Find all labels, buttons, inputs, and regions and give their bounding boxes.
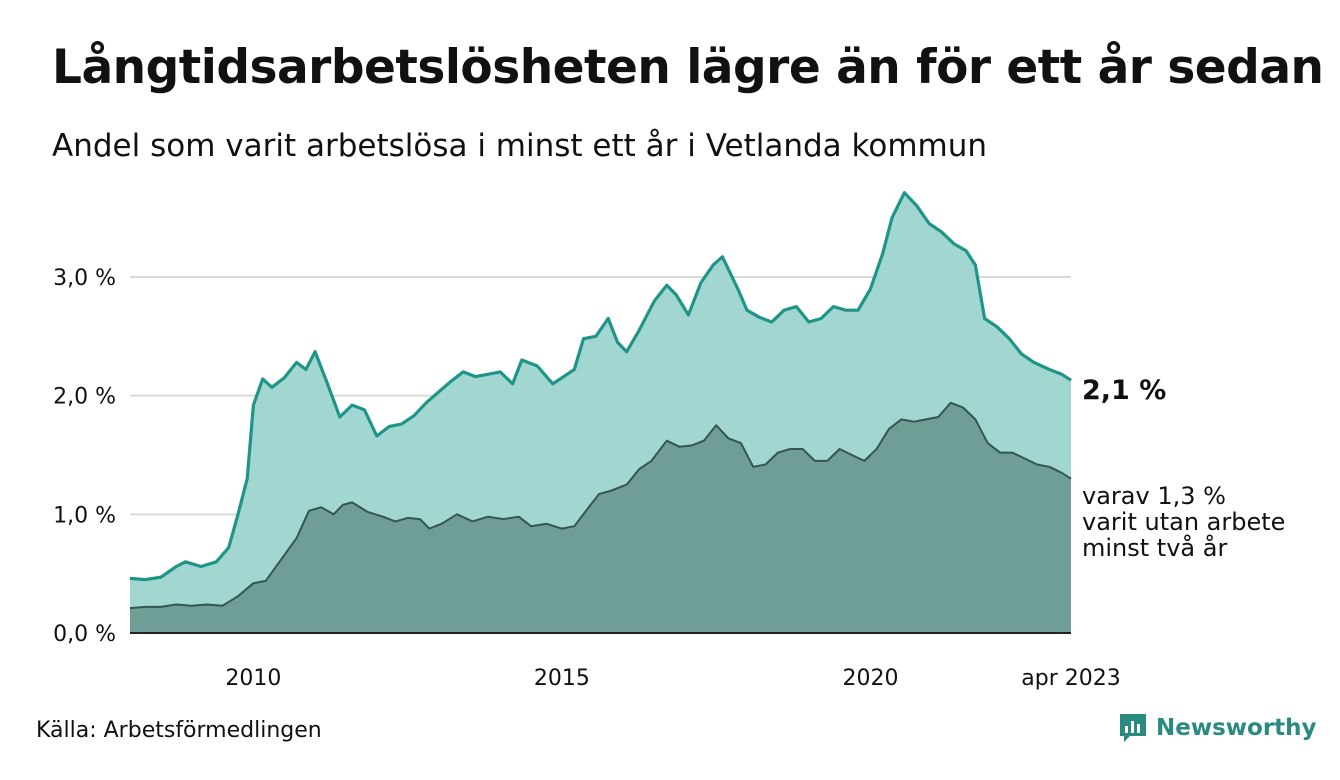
bar-chart-icon — [1120, 714, 1146, 742]
latest-sub-line3: minst två år — [1082, 534, 1228, 562]
y-tick-label: 2,0 % — [53, 385, 116, 410]
chart-subtitle: Andel som varit arbetslösa i minst ett å… — [52, 128, 988, 164]
brand-logo[interactable]: Newsworthy — [1118, 712, 1317, 744]
source-note: Källa: Arbetsförmedlingen — [36, 718, 322, 743]
x-tick-label: apr 2023 — [1021, 666, 1120, 691]
chart-title: Långtidsarbetslösheten lägre än för ett … — [52, 40, 1324, 95]
latest-sub-label: varav 1,3 % varit utan arbete minst två … — [1082, 483, 1285, 561]
x-tick-label: 2015 — [534, 666, 590, 691]
long-term-series-area — [130, 402, 1071, 633]
x-tick-label: 2020 — [842, 666, 898, 691]
latest-sub-line1: varav 1,3 % — [1082, 482, 1226, 510]
y-tick-label: 3,0 % — [53, 266, 116, 291]
latest-sub-line2: varit utan arbete — [1082, 508, 1286, 536]
long-term-series-line — [129, 401, 1072, 610]
brand-name: Newsworthy — [1156, 715, 1317, 741]
y-tick-label: 0,0 % — [53, 622, 116, 647]
y-tick-label: 1,0 % — [53, 503, 116, 528]
x-axis-ticks: 2010 2015 2020 apr 2023 — [225, 666, 1120, 691]
y-axis-ticks: 0,0 % 1,0 % 2,0 % 3,0 % — [53, 266, 116, 647]
series-areas — [129, 191, 1072, 634]
x-tick-label: 2010 — [225, 666, 281, 691]
total-series-line — [129, 191, 1072, 582]
latest-total-label: 2,1 % — [1082, 375, 1167, 406]
